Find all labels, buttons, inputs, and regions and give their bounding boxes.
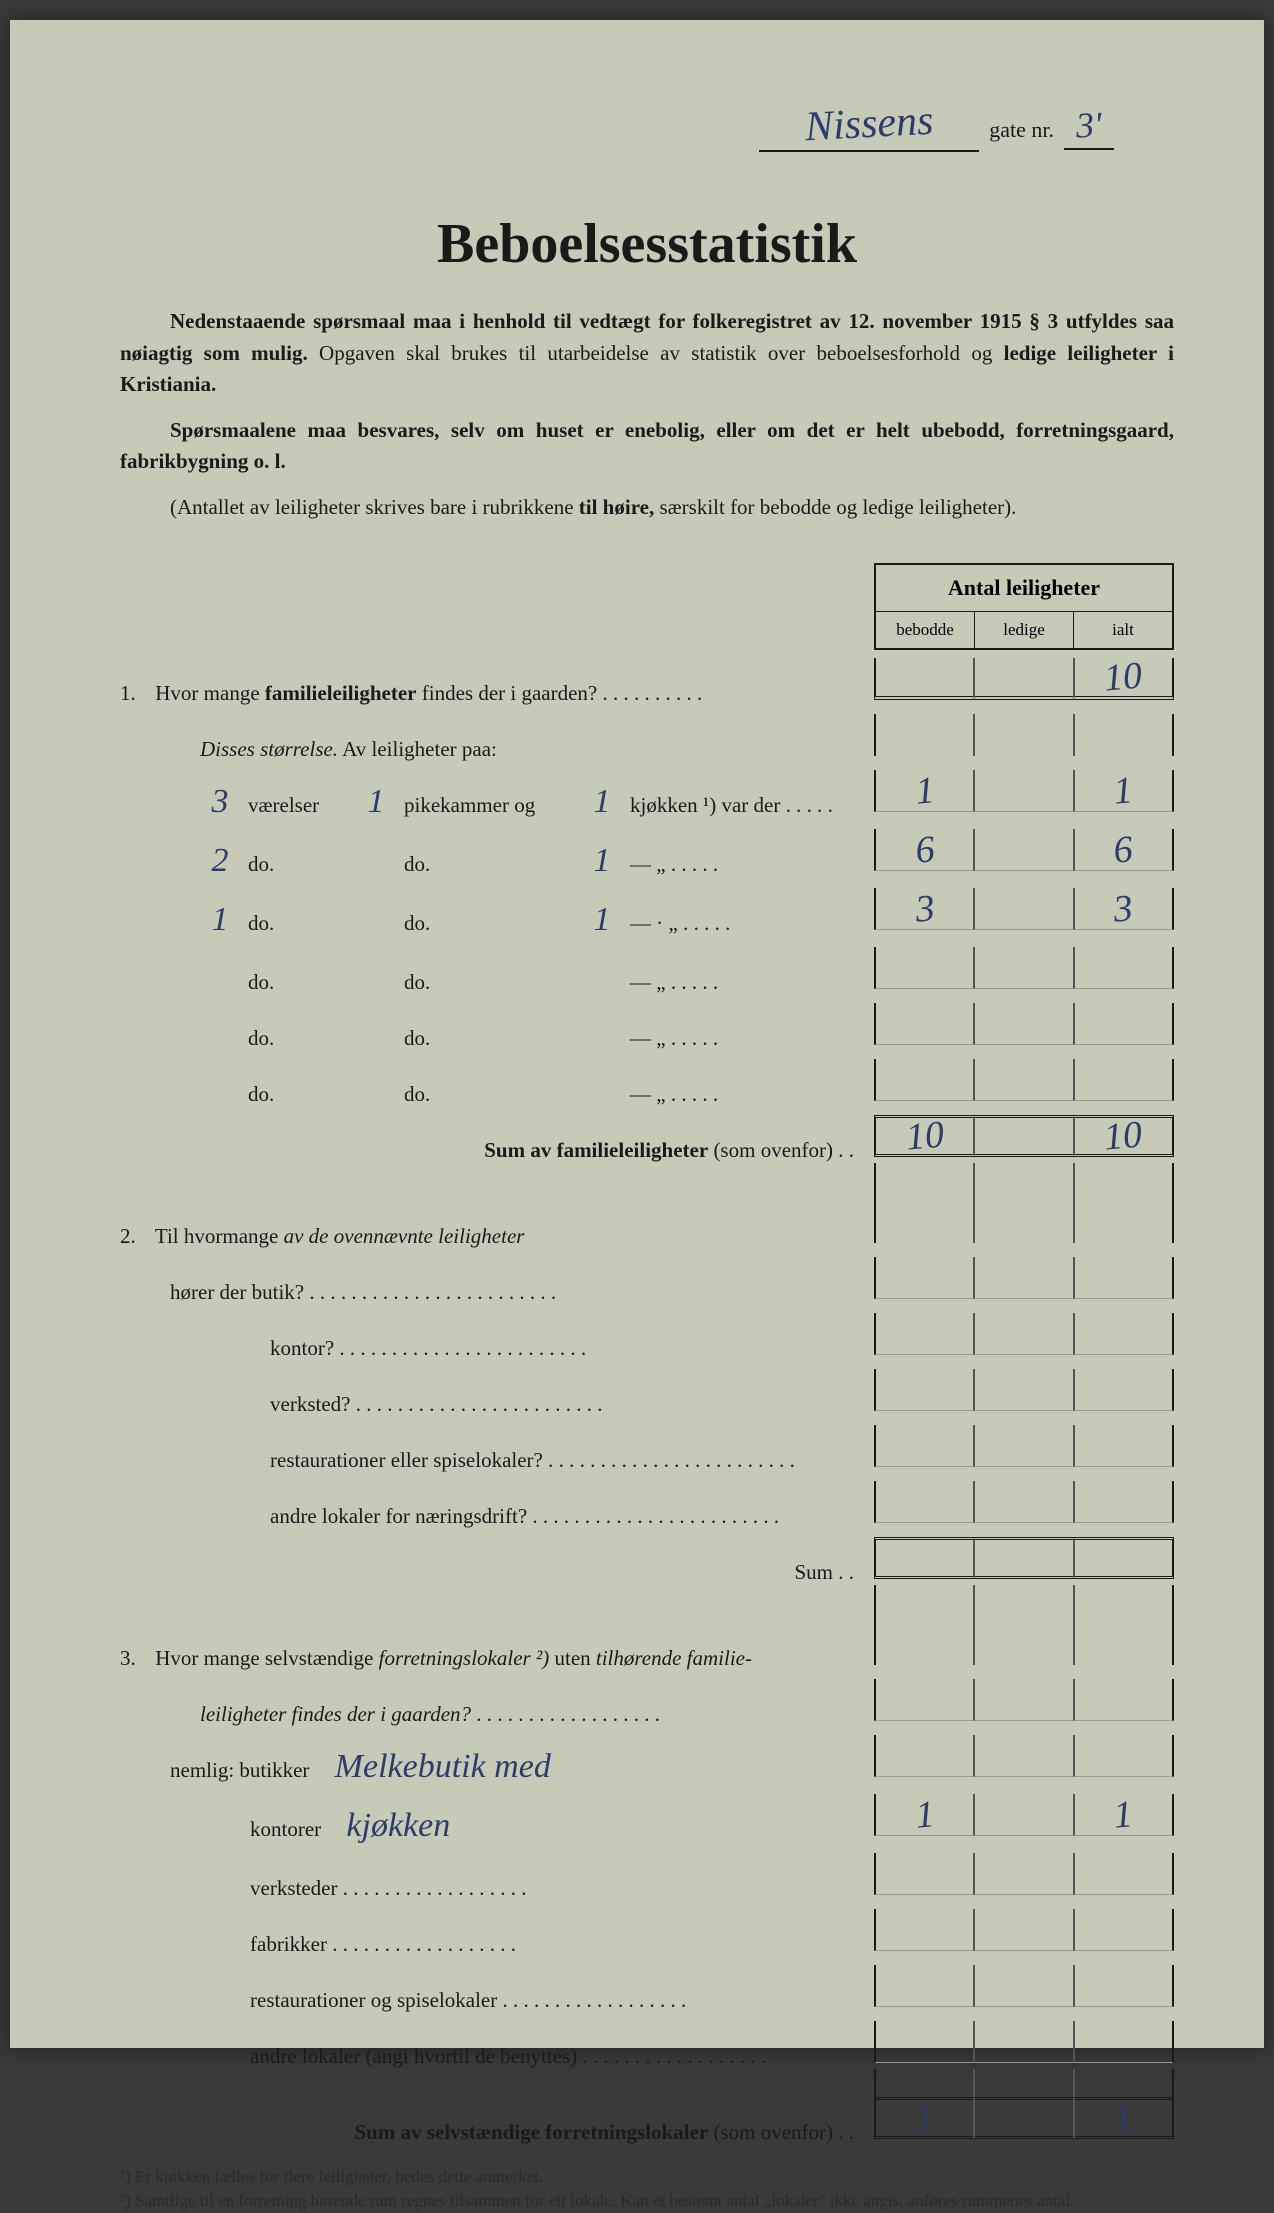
q3-sub-row: verksteder . . . . . . . . . . . . . . .… [120,1853,1174,1901]
intro-p2: Spørsmaalene maa besvares, selv om huset… [120,415,1174,478]
footnote-2: ²) Samtlige til en forretning hørende ru… [120,2189,1174,2213]
q1-sum-ledige [974,1115,1073,1157]
q1-ialt: 10 [1074,658,1174,700]
intro-p3: (Antallet av leiligheter skrives bare i … [120,492,1174,524]
q3-sum-bebodde: 1 [874,2097,974,2139]
col-ialt: ialt [1074,612,1172,648]
document-page: Nissens gate nr. 3' Beboelsesstatistik N… [10,20,1264,2048]
header-line: Nissens gate nr. 3' [120,100,1174,152]
table-header-main: Antal leiligheter [876,565,1172,612]
q3-sub-row: andre lokaler (angi hvortil de benyttes)… [120,2021,1174,2069]
q2-sub-row: andre lokaler for næringsdrift? . . . . … [120,1481,1174,1529]
q3-sub-row: kontorer kjøkken 1 1 [120,1794,1174,1845]
q1-bebodde [874,658,974,700]
q2-sub-row: hører der butik? . . . . . . . . . . . .… [120,1257,1174,1305]
q3-row: 3. Hvor mange selvstændige forretningslo… [120,1623,1174,1671]
q3-sub-row: nemlig: butikker Melkebutik med [120,1735,1174,1786]
q2-text: Til hvormange av de ovennævnte leilighet… [155,1224,525,1248]
q1-sum-note: (som ovenfor) [713,1138,833,1162]
q2-sum-row: Sum . . [120,1537,1174,1585]
footnote-1: ¹) Er kjøkken fælles for flere leilighet… [120,2165,1174,2189]
q1-text: Hvor mange familieleiligheter findes der… [155,681,702,705]
table-subheaders: bebodde ledige ialt [876,612,1172,648]
q3-sum-row: Sum av selvstændige forretningslokaler (… [120,2097,1174,2145]
q3-sum-ledige [974,2097,1073,2139]
street-name-value: Nissens [804,97,935,152]
q1-subtitle2: Av leiligheter paa: [342,737,497,761]
q1-row: 1. Hvor mange familieleiligheter findes … [120,658,1174,706]
page-title: Beboelsesstatistik [120,212,1174,276]
q1-sum-row: Sum av familieleiligheter (som ovenfor) … [120,1115,1174,1163]
gate-nr-field: 3' [1064,104,1114,150]
q1-ledige [974,658,1073,700]
q1-sum-ialt: 10 [1074,1115,1174,1157]
q1-room-row: 1 do. do. 1 — · „ . . . . . 3 3 [120,888,1174,939]
gate-label: gate nr. [989,117,1054,143]
q3-row2: leiligheter findes der i gaarden? . . . … [120,1679,1174,1727]
q2-num: 2. [120,1224,150,1249]
q1-room-row: 3 værelser 1 pikekammer og 1 kjøkken ¹) … [120,770,1174,821]
col-bebodde: bebodde [876,612,975,648]
q2-sub-row: verksted? . . . . . . . . . . . . . . . … [120,1369,1174,1417]
q1-num: 1. [120,681,150,706]
q1-sum-label: Sum av familieleiligheter [484,1138,708,1162]
q3-num: 3. [120,1646,150,1671]
q2-row: 2. Til hvormange av de ovennævnte leilig… [120,1201,1174,1249]
table-header-box: Antal leiligheter bebodde ledige ialt [874,563,1174,650]
gate-nr-value: 3' [1075,103,1103,146]
q3-sum-note: (som ovenfor) [713,2120,833,2144]
q3-sum-label: Sum av selvstændige forretningslokaler [354,2120,708,2144]
q1-sum-bebodde: 10 [874,1115,974,1157]
q1-room-row: do. do. — „ . . . . . [120,947,1174,995]
q3-sum-ialt: 1 [1074,2097,1174,2139]
q3-sub-row: fabrikker . . . . . . . . . . . . . . . … [120,1909,1174,1957]
q1-subtitle-row: Disses størrelse. Av leiligheter paa: [120,714,1174,762]
q2-sub-row: kontor? . . . . . . . . . . . . . . . . … [120,1313,1174,1361]
q2-sub-row: restaurationer eller spiselokaler? . . .… [120,1425,1174,1473]
q1-subtitle: Disses størrelse. [200,737,338,761]
q1-room-row: 2 do. do. 1 — „ . . . . . 6 6 [120,829,1174,880]
q3-sub-row: restaurationer og spiselokaler . . . . .… [120,1965,1174,2013]
q2-sum-label: Sum [794,1560,833,1584]
street-name-field: Nissens [759,100,979,152]
col-ledige: ledige [975,612,1074,648]
q1-room-row: do. do. — „ . . . . . [120,1059,1174,1107]
footnotes: ¹) Er kjøkken fælles for flere leilighet… [120,2165,1174,2213]
q3-text: Hvor mange selvstændige forretningslokal… [155,1646,752,1670]
intro-p1: Nedenstaaende spørsmaal maa i henhold ti… [120,306,1174,401]
q3-text2: leiligheter findes der i gaarden? [200,1702,471,1726]
q1-room-row: do. do. — „ . . . . . [120,1003,1174,1051]
